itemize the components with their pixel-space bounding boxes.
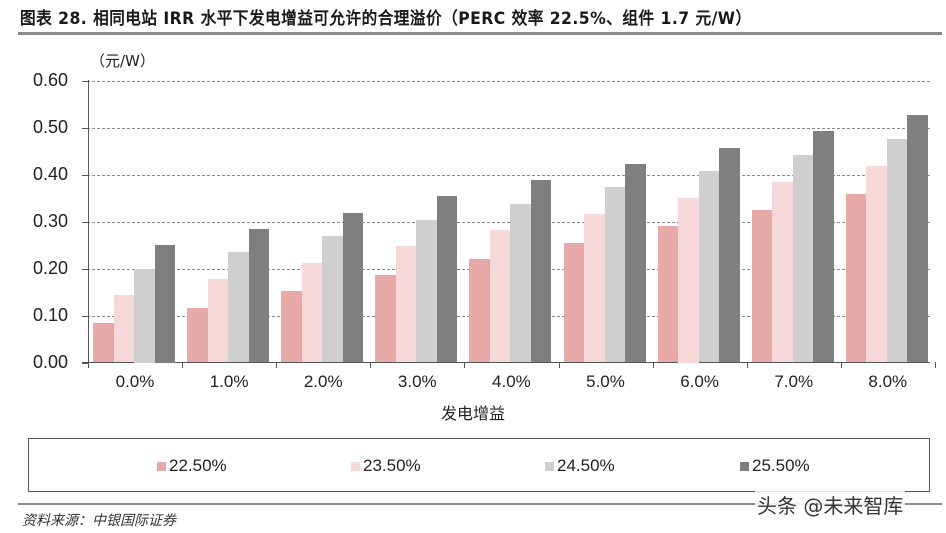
legend-label: 23.50% <box>363 456 421 475</box>
y-axis-unit-label: （元/W） <box>90 52 155 70</box>
x-tick-mark <box>276 362 278 368</box>
bar-22-50pct-1-0pct <box>187 307 208 363</box>
y-tick-mark <box>82 221 88 223</box>
x-axis-title: 发电增益 <box>440 404 505 423</box>
bar-25-50pct-1-0pct <box>248 228 270 363</box>
bar-24-50pct-7-0pct <box>792 154 814 363</box>
x-tick-mark <box>464 362 466 368</box>
y-tick-label: 0.10 <box>32 304 68 325</box>
bar-25-50pct-2-0pct <box>342 212 364 363</box>
x-tick-mark <box>840 362 842 368</box>
y-tick-mark <box>82 362 88 364</box>
bar-25-50pct-4-0pct <box>530 180 552 363</box>
x-tick-mark <box>182 362 184 368</box>
bar-23-50pct-0-0pct <box>113 295 134 363</box>
x-tick-label: 1.0% <box>209 372 249 391</box>
bar-25-50pct-6-0pct <box>719 147 740 363</box>
bar-25-50pct-7-0pct <box>813 131 834 363</box>
x-tick-label: 6.0% <box>680 372 719 391</box>
x-tick-label: 5.0% <box>586 372 625 391</box>
y-tick-label: 0.00 <box>32 351 68 372</box>
x-axis <box>82 362 930 363</box>
y-tick-mark <box>82 80 88 82</box>
y-tick-label: 0.20 <box>32 257 68 278</box>
y-tick-mark <box>82 315 88 317</box>
bar-23-50pct-3-0pct <box>395 246 417 363</box>
x-tick-label: 2.0% <box>303 372 343 391</box>
watermark: 头条 @未来智库 <box>755 490 906 519</box>
gridline <box>82 221 930 223</box>
gridline <box>82 174 930 176</box>
y-tick-mark <box>82 174 88 176</box>
bar-23-50pct-4-0pct <box>489 230 511 363</box>
bar-22-50pct-3-0pct <box>375 275 396 363</box>
bar-24-50pct-6-0pct <box>698 171 720 363</box>
gridline <box>82 127 930 129</box>
bar-24-50pct-3-0pct <box>416 219 437 363</box>
legend-item-25-50: 25.50% <box>740 456 810 476</box>
x-tick-mark <box>558 362 560 368</box>
x-tick-mark <box>934 362 936 368</box>
bar-25-50pct-3-0pct <box>436 196 458 363</box>
legend-swatch-icon <box>351 461 360 471</box>
bar-25-50pct-5-0pct <box>625 163 646 363</box>
bar-25-50pct-0-0pct <box>154 245 175 363</box>
chart-title: 图表 28. 相同电站 IRR 水平下发电增益可允许的合理溢价（PERC 效率 … <box>20 9 752 29</box>
legend-swatch-icon <box>545 461 554 471</box>
source-note: 资料来源：中银国际证券 <box>22 513 176 529</box>
x-tick-label: 0.0% <box>115 372 155 391</box>
legend-item-22-50: 22.50% <box>157 456 227 476</box>
x-tick-label: 8.0% <box>868 372 908 391</box>
bar-24-50pct-5-0pct <box>604 187 625 363</box>
legend-item-24-50: 24.50% <box>545 456 615 476</box>
bar-22-50pct-6-0pct <box>657 226 679 363</box>
bar-24-50pct-8-0pct <box>886 138 908 363</box>
bar-25-50pct-8-0pct <box>907 115 928 363</box>
bar-23-50pct-5-0pct <box>584 213 605 363</box>
y-tick-mark <box>82 268 88 270</box>
legend-label: 22.50% <box>169 456 227 475</box>
title-divider <box>18 32 942 35</box>
legend-label: 24.50% <box>557 456 615 475</box>
y-tick-label: 0.50 <box>32 116 68 137</box>
gridline <box>82 80 930 82</box>
bar-22-50pct-8-0pct <box>845 193 867 363</box>
bar-24-50pct-4-0pct <box>510 203 531 363</box>
bar-22-50pct-5-0pct <box>563 242 584 363</box>
x-tick-label: 7.0% <box>774 372 814 391</box>
bar-23-50pct-7-0pct <box>772 181 793 363</box>
bar-24-50pct-0-0pct <box>134 268 155 363</box>
bar-23-50pct-6-0pct <box>678 198 699 363</box>
bar-22-50pct-4-0pct <box>469 258 490 363</box>
bar-23-50pct-1-0pct <box>207 278 229 363</box>
bar-22-50pct-7-0pct <box>751 210 773 363</box>
bar-23-50pct-8-0pct <box>866 165 887 363</box>
bar-24-50pct-2-0pct <box>322 236 343 363</box>
y-tick-label: 0.40 <box>32 163 68 184</box>
x-tick-mark <box>88 362 89 368</box>
x-tick-mark <box>652 362 654 368</box>
y-axis <box>88 80 89 363</box>
x-tick-mark <box>370 362 372 368</box>
bar-22-50pct-0-0pct <box>93 323 114 363</box>
legend-item-23-50: 23.50% <box>351 456 421 476</box>
legend-swatch-icon <box>157 461 166 471</box>
y-tick-label: 0.60 <box>32 69 68 90</box>
bar-23-50pct-2-0pct <box>301 262 323 363</box>
x-tick-mark <box>746 362 748 368</box>
legend-label: 25.50% <box>752 456 810 475</box>
y-tick-mark <box>82 127 88 129</box>
legend: 22.50% 23.50% 24.50% 25.50% <box>28 438 930 492</box>
footer-divider <box>18 503 942 505</box>
x-tick-label: 4.0% <box>492 372 531 391</box>
x-tick-label: 3.0% <box>397 372 437 391</box>
y-tick-label: 0.30 <box>32 210 68 231</box>
bar-22-50pct-2-0pct <box>281 291 302 363</box>
legend-swatch-icon <box>740 461 749 471</box>
bar-24-50pct-1-0pct <box>228 252 249 363</box>
